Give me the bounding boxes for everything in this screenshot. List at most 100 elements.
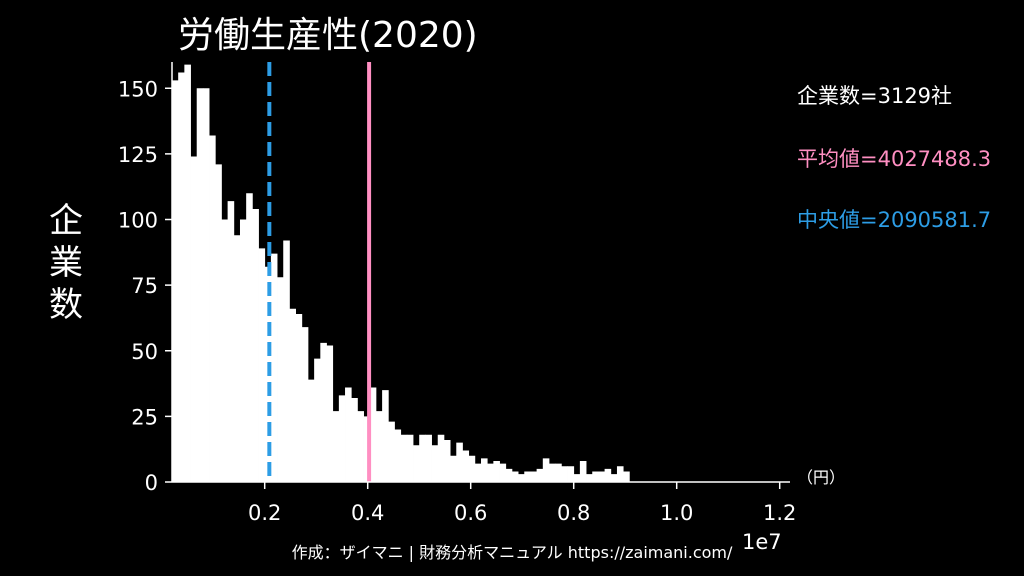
- histogram-bar: [394, 429, 402, 482]
- histogram-bar: [382, 390, 389, 482]
- histogram-bar: [190, 156, 198, 482]
- histogram-bar: [338, 395, 346, 482]
- y-tick-label: 50: [131, 340, 158, 364]
- histogram-bars: [172, 64, 630, 482]
- histogram-bar: [487, 463, 494, 482]
- histogram-bar: [246, 193, 253, 482]
- footer-credit: 作成：ザイマニ | 財務分析マニュアル https://zaimani.com/: [291, 543, 733, 562]
- histogram-bar: [623, 471, 630, 482]
- x-tick-label: 1.2: [763, 501, 796, 525]
- histogram-bar: [555, 463, 562, 482]
- histogram-bar: [369, 387, 377, 482]
- y-tick-label: 75: [131, 274, 158, 298]
- histogram-bar: [326, 345, 334, 482]
- histogram-bar: [524, 471, 531, 482]
- median-annotation: 中央値=2090581.7: [797, 208, 992, 232]
- y-axis-label: 企業数: [49, 201, 83, 325]
- axes: [171, 62, 790, 483]
- reference-lines: [267, 62, 372, 482]
- y-tick-label: 125: [118, 143, 158, 167]
- histogram-bar: [530, 471, 538, 482]
- histogram-bar: [345, 387, 352, 482]
- histogram-bar: [450, 455, 457, 482]
- histogram-bar: [233, 235, 241, 482]
- histogram-bar: [172, 80, 179, 482]
- histogram-bar: [289, 308, 296, 482]
- histogram-bar: [252, 209, 259, 482]
- histogram-bar: [437, 434, 445, 482]
- histogram-bar: [239, 219, 247, 482]
- histogram-bar: [592, 471, 599, 482]
- histogram-bar: [468, 455, 476, 482]
- y-tick-label: 25: [131, 405, 158, 429]
- histogram-bar: [598, 471, 605, 482]
- histogram-bar: [542, 458, 550, 482]
- histogram-bar: [283, 240, 290, 482]
- x-axis-ticks: 0.2 0.4 0.6 0.8 1.0 1.2: [248, 482, 796, 525]
- histogram-bar: [567, 466, 575, 482]
- histogram-bar: [561, 466, 568, 482]
- histogram-bar: [277, 277, 284, 482]
- histogram-bar: [295, 314, 303, 482]
- histogram-bar: [431, 445, 439, 482]
- histogram-bar: [474, 463, 482, 482]
- histogram-bar: [413, 445, 420, 482]
- histogram-bar: [351, 398, 358, 482]
- histogram-bar: [511, 471, 519, 482]
- chart-title: 労働生産性(2020): [178, 15, 478, 56]
- histogram-bar: [221, 219, 229, 482]
- histogram-bar: [518, 474, 525, 482]
- y-tick-label: 0: [145, 471, 158, 495]
- histogram-bar: [573, 474, 581, 482]
- histogram-bar: [579, 461, 587, 482]
- x-tick-label: 0.4: [351, 501, 384, 525]
- y-axis-ticks: 0 25 50 75 100 125 150: [118, 77, 172, 495]
- histogram-bar: [202, 88, 210, 482]
- histogram-bar: [227, 201, 235, 482]
- histogram-bar: [481, 458, 488, 482]
- histogram-bar: [505, 468, 513, 482]
- histogram-bar: [400, 434, 408, 482]
- histogram-bar: [258, 248, 266, 482]
- mean-annotation: 平均値=4027488.3: [797, 147, 992, 171]
- histogram-bar: [196, 88, 204, 482]
- histogram-bar: [388, 421, 395, 482]
- histogram-bar: [425, 434, 432, 482]
- histogram-bar: [499, 463, 507, 482]
- histogram-bar: [307, 379, 315, 482]
- histogram-bar: [363, 416, 371, 482]
- x-axis-offset-label: 1e7: [742, 530, 782, 554]
- histogram-bar: [548, 463, 556, 482]
- histogram-bar: [301, 327, 309, 482]
- histogram-bar: [456, 442, 463, 482]
- x-tick-label: 0.6: [454, 501, 487, 525]
- histogram-bar: [586, 474, 593, 482]
- histogram-bar: [215, 164, 222, 482]
- histogram-bar: [270, 253, 278, 482]
- histogram-bar: [536, 468, 544, 482]
- y-tick-label: 150: [118, 77, 158, 101]
- histogram-bar: [610, 474, 618, 482]
- histogram-bar: [493, 461, 500, 482]
- histogram-bar: [419, 434, 426, 482]
- histogram-bar: [443, 440, 451, 482]
- histogram-bar: [375, 411, 383, 482]
- x-tick-label: 0.8: [557, 501, 590, 525]
- company-count-annotation: 企業数=3129社: [797, 84, 953, 108]
- x-tick-label: 0.2: [248, 501, 281, 525]
- x-tick-label: 1.0: [660, 501, 693, 525]
- histogram-bar: [357, 411, 364, 482]
- histogram-bar: [616, 466, 624, 482]
- x-axis-unit-label: （円）: [797, 468, 846, 487]
- histogram-bar: [604, 468, 612, 482]
- histogram-bar: [314, 358, 321, 482]
- histogram-bar: [184, 64, 191, 482]
- histogram-bar: [320, 342, 327, 482]
- histogram-bar: [406, 434, 414, 482]
- histogram-bar: [209, 135, 216, 482]
- histogram-bar: [462, 450, 470, 482]
- y-tick-label: 100: [118, 209, 158, 233]
- histogram-bar: [178, 72, 185, 482]
- histogram-bar: [332, 411, 340, 482]
